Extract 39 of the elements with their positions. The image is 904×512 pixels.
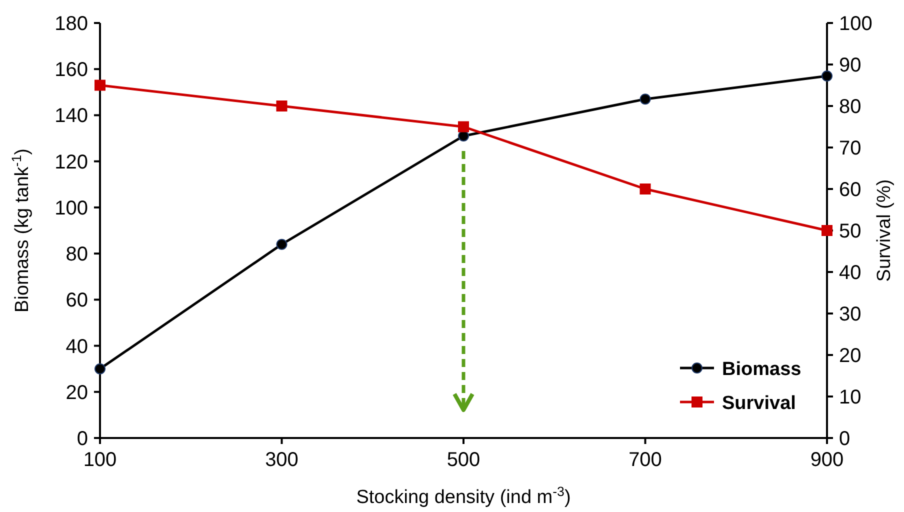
point — [94, 80, 106, 91]
y-tick-label: 80 — [66, 244, 88, 266]
point — [276, 238, 288, 250]
y2-tick-label: 30 — [839, 304, 862, 326]
x-tick-label: 300 — [265, 449, 298, 471]
y2-tick-label: 60 — [839, 179, 862, 201]
y2-tick-label: 50 — [839, 220, 862, 242]
x-tick-label: 900 — [810, 449, 844, 471]
y-tick-label: 60 — [66, 290, 88, 312]
point — [822, 225, 832, 236]
y-tick-label: 0 — [76, 428, 88, 450]
y2-axis-title: Survival (%) — [874, 179, 895, 282]
legend-label: Survival — [722, 393, 796, 414]
point — [94, 363, 106, 374]
point — [640, 184, 651, 194]
y2-tick-label: 70 — [839, 138, 862, 160]
y-tick-label: 20 — [66, 382, 88, 404]
x-tick-label: 700 — [628, 449, 662, 471]
x-tick-label: 500 — [446, 449, 480, 471]
x-axis-title: Stocking density (ind m$^{-3}$) — [356, 484, 571, 508]
y-tick-label: 160 — [54, 59, 88, 82]
point — [640, 94, 651, 105]
y2-tick-label: 90 — [839, 54, 862, 76]
y2-tick-label: 40 — [839, 262, 862, 284]
y2-tick-label: 10 — [839, 386, 862, 408]
y2-tick-label: 0 — [839, 428, 850, 450]
y-tick-label: 180 — [54, 13, 88, 35]
y-tick-label: 40 — [66, 336, 88, 358]
y2-tick-label: 100 — [839, 13, 872, 35]
y-tick-label: 120 — [54, 151, 88, 174]
x-tick-label: 100 — [83, 449, 117, 471]
y2-tick-label: 20 — [839, 345, 862, 367]
y-tick-label: 100 — [54, 197, 88, 220]
point — [458, 121, 469, 132]
y-tick-label: 140 — [54, 105, 88, 128]
y2-tick-label: 80 — [839, 96, 862, 118]
point — [822, 70, 832, 82]
point — [276, 100, 288, 112]
legend-label: Biomass — [722, 359, 802, 380]
